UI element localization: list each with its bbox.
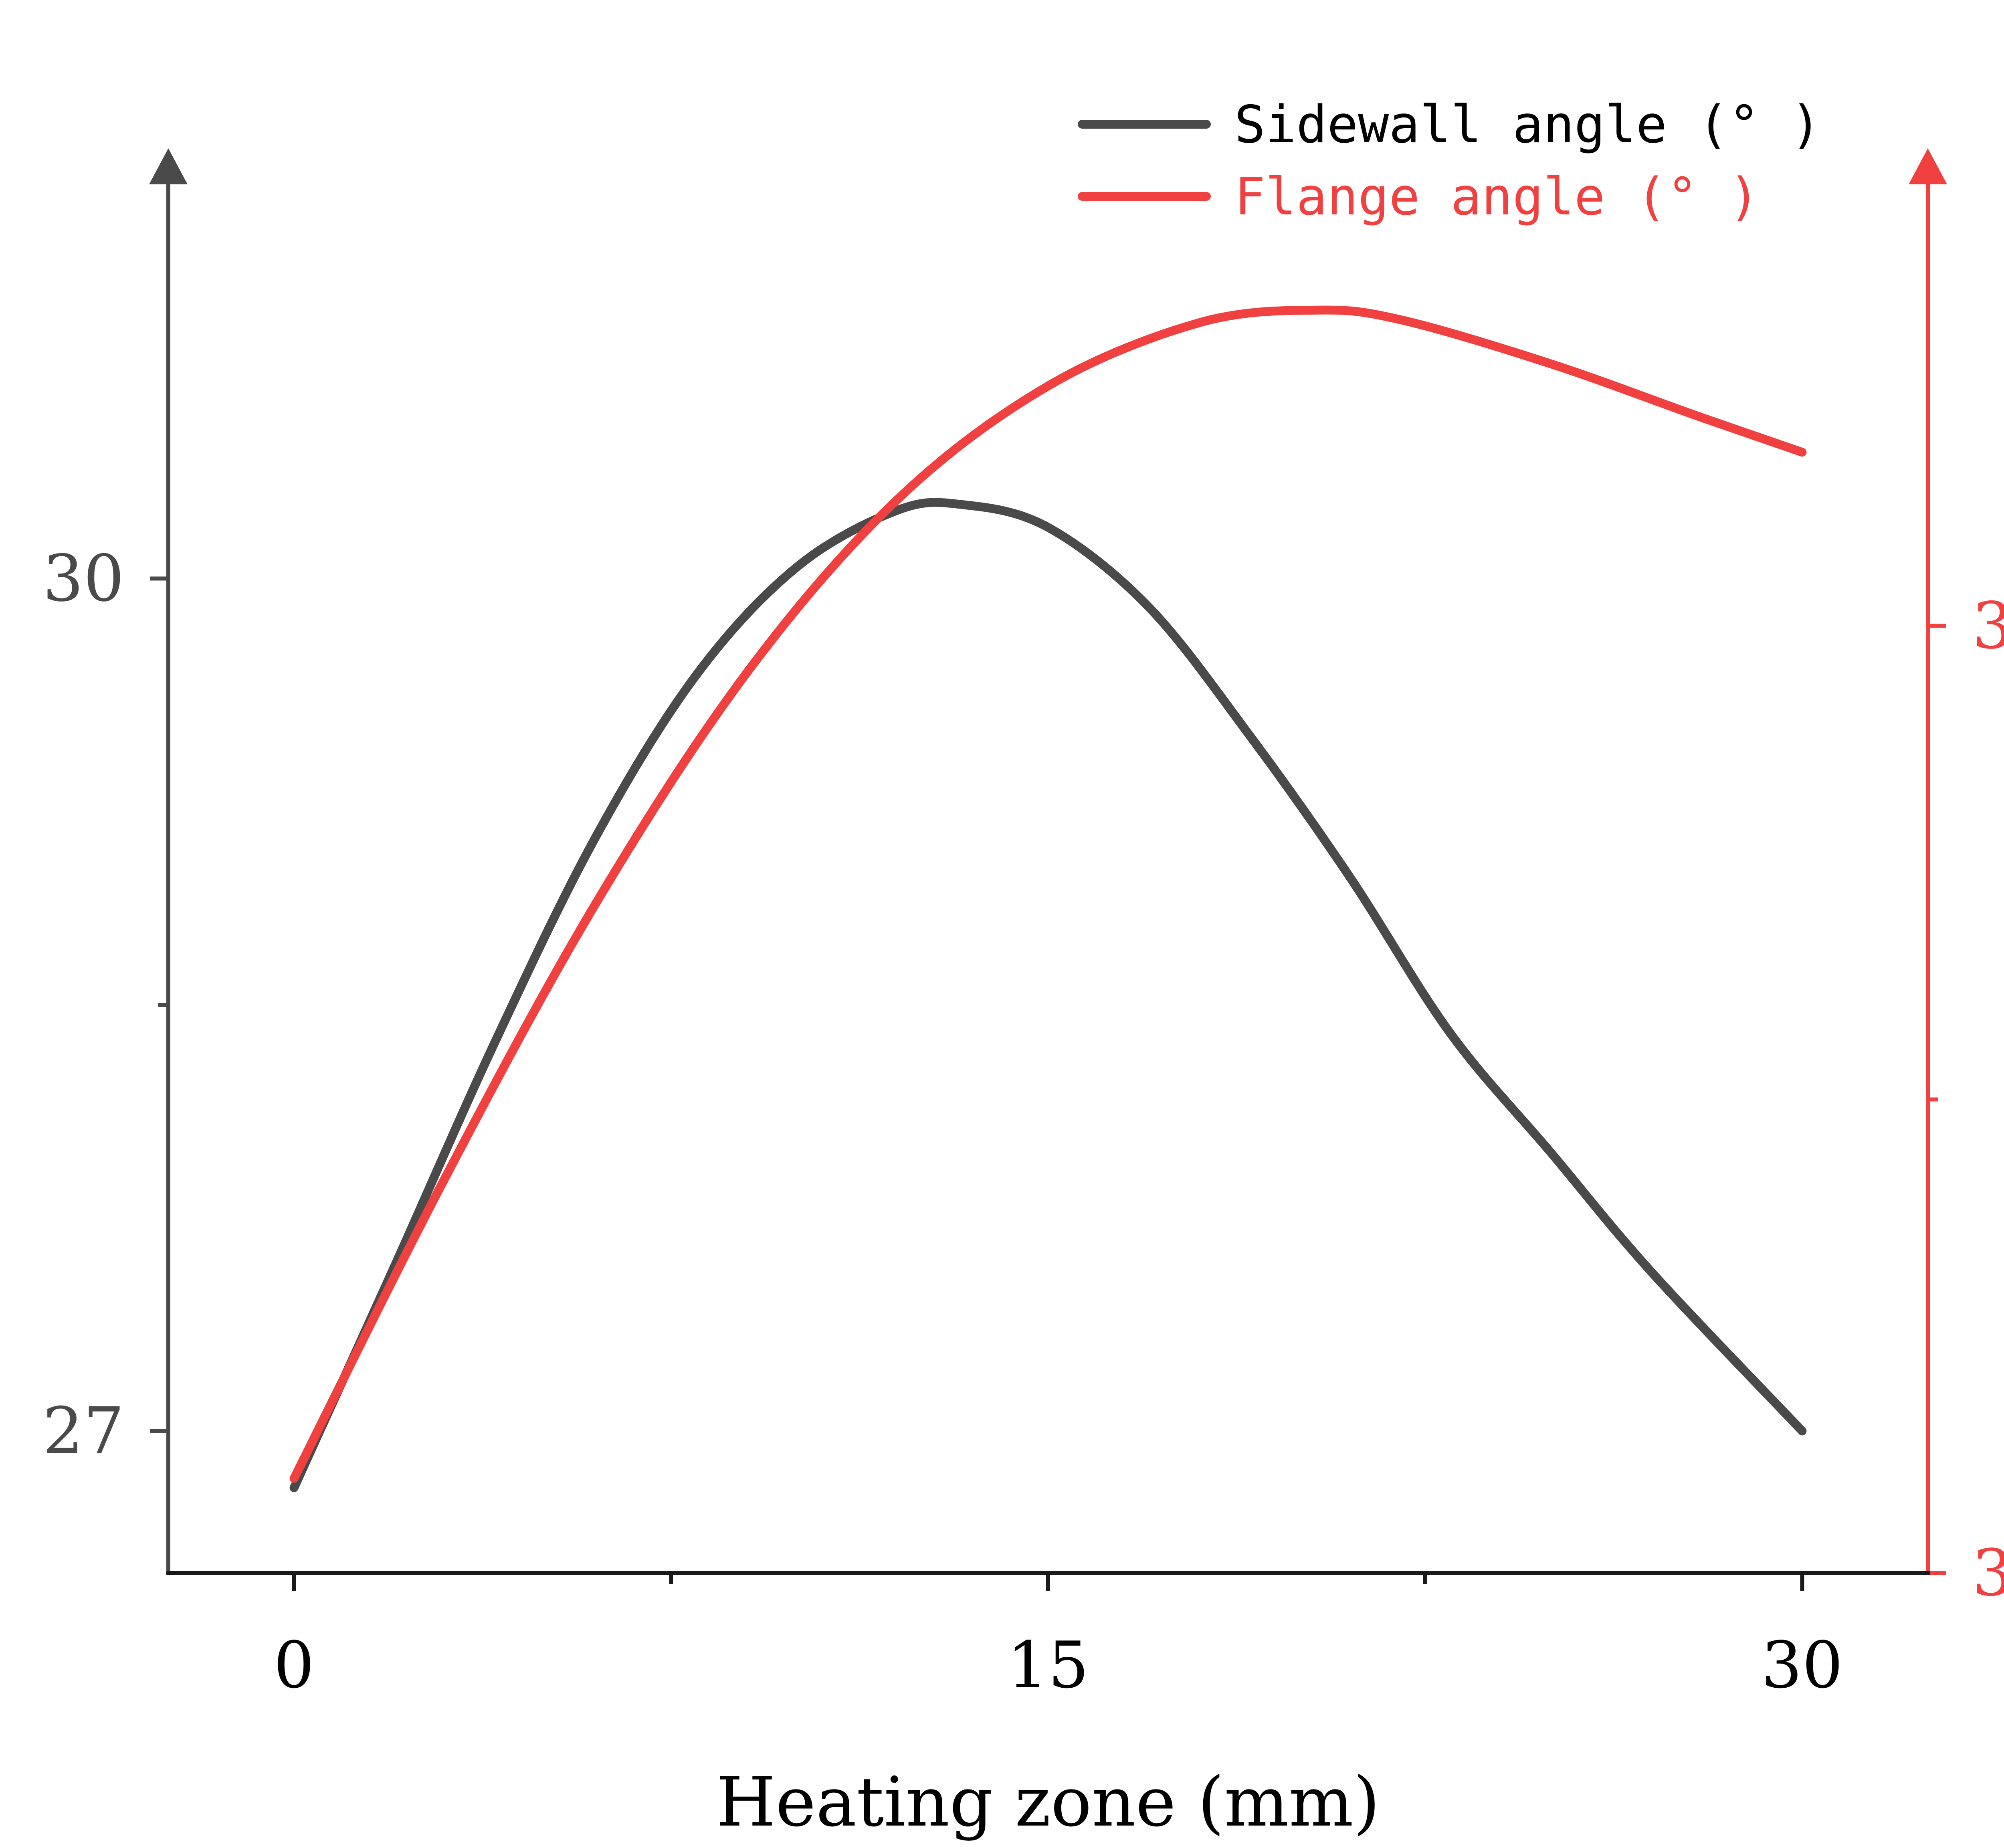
legend-label-sidewall: Sidewall angle (° ) bbox=[1234, 95, 1821, 155]
left-y-axis: 27 30 bbox=[42, 148, 188, 1573]
x-axis-title: Heating zone (mm) bbox=[716, 1763, 1380, 1842]
x-axis-ticks bbox=[292, 1573, 1804, 1591]
right-y-axis-ticks bbox=[1928, 624, 1946, 1575]
legend: Sidewall angle (° ) Flange angle (° ) bbox=[1078, 95, 1821, 227]
right-y-tick-label: 30 bbox=[1972, 1535, 2004, 1610]
sidewall-angle-series-line bbox=[289, 498, 1807, 1493]
x-tick-label: 0 bbox=[274, 1628, 315, 1703]
left-y-tick-label: 30 bbox=[42, 541, 124, 616]
left-y-tick-label: 27 bbox=[42, 1394, 124, 1468]
x-tick-label: 30 bbox=[1762, 1628, 1843, 1703]
legend-label-flange: Flange angle (° ) bbox=[1234, 167, 1760, 227]
right-y-axis: 30 33 bbox=[1909, 148, 2004, 1610]
right-y-axis-arrow bbox=[1909, 148, 1947, 184]
flange-angle-series-line bbox=[289, 305, 1807, 1483]
right-y-tick-label: 33 bbox=[1972, 588, 2004, 663]
x-axis: 0 15 30 Heating zone (mm) bbox=[166, 1571, 1930, 1842]
left-y-axis-ticks bbox=[150, 576, 168, 1433]
left-y-axis-arrow bbox=[149, 148, 188, 184]
x-tick-label: 15 bbox=[1007, 1628, 1089, 1703]
